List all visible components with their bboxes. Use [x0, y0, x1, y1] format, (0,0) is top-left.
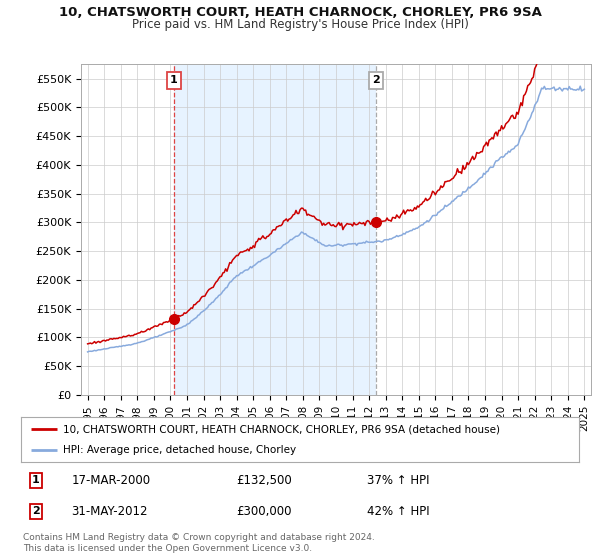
Text: 37% ↑ HPI: 37% ↑ HPI [367, 474, 430, 487]
Text: 42% ↑ HPI: 42% ↑ HPI [367, 505, 430, 517]
Bar [174, 64, 376, 395]
Text: 1: 1 [32, 475, 40, 486]
Text: 2: 2 [372, 76, 380, 86]
Text: 31-MAY-2012: 31-MAY-2012 [71, 505, 148, 517]
Text: Price paid vs. HM Land Registry's House Price Index (HPI): Price paid vs. HM Land Registry's House … [131, 18, 469, 31]
Text: 10, CHATSWORTH COURT, HEATH CHARNOCK, CHORLEY, PR6 9SA: 10, CHATSWORTH COURT, HEATH CHARNOCK, CH… [59, 6, 541, 18]
Text: 10, CHATSWORTH COURT, HEATH CHARNOCK, CHORLEY, PR6 9SA (detached house): 10, CHATSWORTH COURT, HEATH CHARNOCK, CH… [63, 424, 500, 435]
Text: £132,500: £132,500 [236, 474, 292, 487]
Text: HPI: Average price, detached house, Chorley: HPI: Average price, detached house, Chor… [63, 445, 296, 455]
Text: 2: 2 [32, 506, 40, 516]
Text: 1: 1 [170, 76, 178, 86]
Text: Contains HM Land Registry data © Crown copyright and database right 2024.
This d: Contains HM Land Registry data © Crown c… [23, 533, 374, 553]
Text: £300,000: £300,000 [236, 505, 292, 517]
Text: 17-MAR-2000: 17-MAR-2000 [71, 474, 151, 487]
